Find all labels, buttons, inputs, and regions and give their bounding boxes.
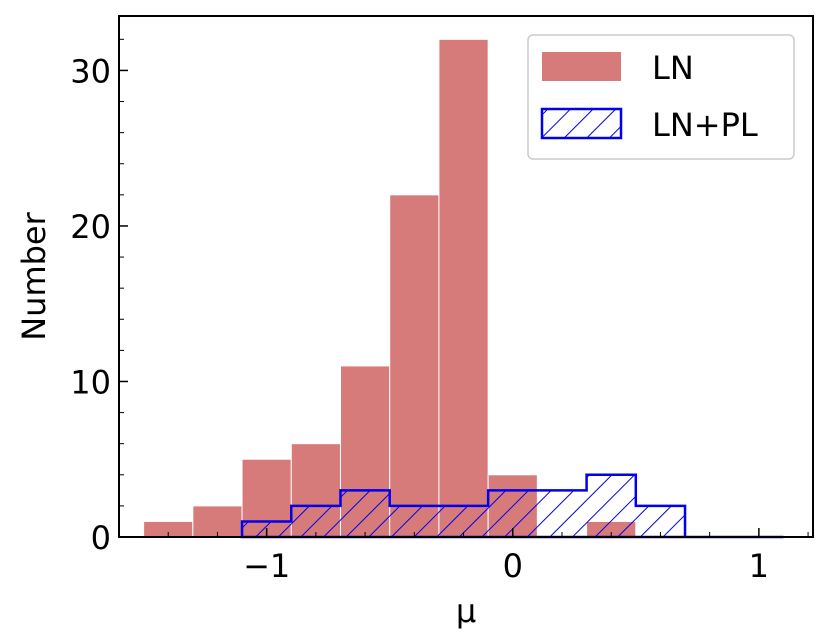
ln-pl-bar [389,505,439,537]
y-tick-label: 20 [70,208,111,246]
legend-label-ln-pl: LN+PL [652,106,758,144]
ln-pl-bar [635,505,686,537]
ln-pl-bar [586,474,636,537]
ln-pl-bars [240,473,784,539]
plot-frame [118,15,814,538]
legend-swatch-ln-pl [540,107,623,140]
ln-bar [438,38,489,538]
ln-bar [192,505,243,538]
y-tick-label: 30 [70,52,111,90]
y-tick-label: 10 [70,363,111,401]
ln-pl-bar [340,490,390,537]
ln-pl-bar [438,505,489,537]
ln-pl-bar [537,490,587,537]
y-tick-label: 0 [91,519,111,557]
y-axis-label: Number [15,211,53,340]
ln-pl-bar [291,505,341,537]
axis-ticks [119,38,809,538]
x-tick-label: 1 [749,547,769,585]
x-tick-label: 0 [503,547,523,585]
legend-label-ln: LN [652,49,694,87]
x-axis-label: μ [456,592,476,630]
legend-swatch-ln [542,52,621,81]
ln-bar [389,194,440,538]
x-tick-label: −1 [243,547,290,585]
legend: LN LN+PL [527,34,795,160]
